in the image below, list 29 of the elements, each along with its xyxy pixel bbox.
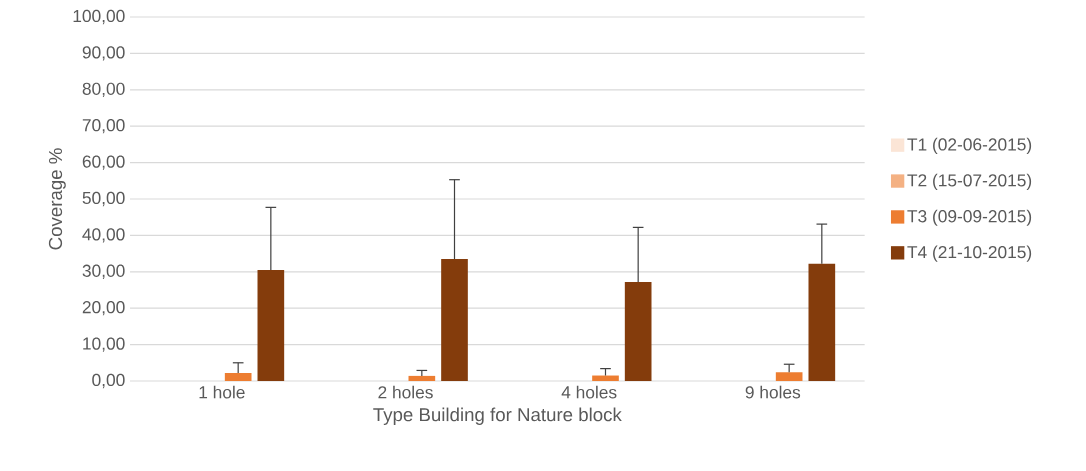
y-tick-label: 0,00: [92, 373, 125, 389]
y-tick-label: 90,00: [82, 46, 125, 61]
bar: [408, 375, 436, 381]
bar: [441, 259, 468, 381]
bar: [808, 263, 836, 381]
bar: [257, 269, 285, 381]
y-tick-label: 50,00: [82, 191, 125, 207]
y-tick-label: 100,00: [73, 9, 125, 25]
legend-label: T3 (09-09-2015): [907, 209, 1032, 226]
y-tick-label: 20,00: [82, 301, 125, 316]
y-tick-label: 30,00: [82, 264, 125, 279]
y-tick-label: 10,00: [83, 337, 125, 352]
y-tick-label: 70,00: [82, 119, 125, 134]
bar: [224, 372, 252, 381]
x-tick-label: 9 holes: [745, 385, 801, 399]
bar: [592, 375, 619, 381]
x-tick-label: 2 holes: [378, 385, 433, 399]
x-tick-label: 4 holes: [561, 385, 617, 399]
legend-label: T4 (21-10-2015): [907, 245, 1032, 262]
x-axis-title: Type Building for Nature block: [373, 407, 622, 425]
y-tick-label: 40,00: [82, 228, 125, 243]
y-axis-title: Coverage %: [48, 148, 66, 250]
bar: [775, 372, 803, 381]
y-tick-label: 60,00: [82, 155, 125, 170]
bar: [624, 281, 652, 381]
legend-label: T1 (02-06-2015): [907, 137, 1032, 155]
x-tick-label: 1 hole: [199, 385, 245, 399]
legend-label: T2 (15-07-2015): [907, 173, 1032, 190]
y-tick-label: 80,00: [82, 82, 125, 97]
